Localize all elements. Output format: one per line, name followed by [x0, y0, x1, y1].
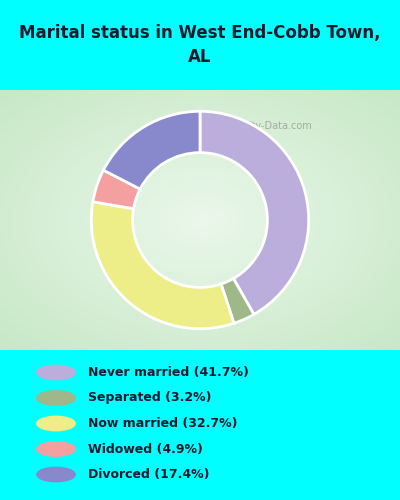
Text: Widowed (4.9%): Widowed (4.9%): [88, 442, 203, 456]
Circle shape: [37, 391, 75, 405]
Circle shape: [37, 468, 75, 481]
Text: Never married (41.7%): Never married (41.7%): [88, 366, 249, 379]
Wedge shape: [93, 170, 140, 208]
Text: Now married (32.7%): Now married (32.7%): [88, 417, 238, 430]
Wedge shape: [221, 278, 254, 324]
Wedge shape: [104, 112, 200, 189]
Text: City-Data.com: City-Data.com: [242, 121, 312, 131]
Circle shape: [37, 366, 75, 380]
Circle shape: [37, 442, 75, 456]
Text: Marital status in West End-Cobb Town,
AL: Marital status in West End-Cobb Town, AL: [19, 24, 381, 66]
Wedge shape: [200, 112, 309, 314]
Wedge shape: [91, 202, 234, 328]
Circle shape: [37, 416, 75, 430]
Text: Separated (3.2%): Separated (3.2%): [88, 392, 212, 404]
Text: Divorced (17.4%): Divorced (17.4%): [88, 468, 210, 481]
